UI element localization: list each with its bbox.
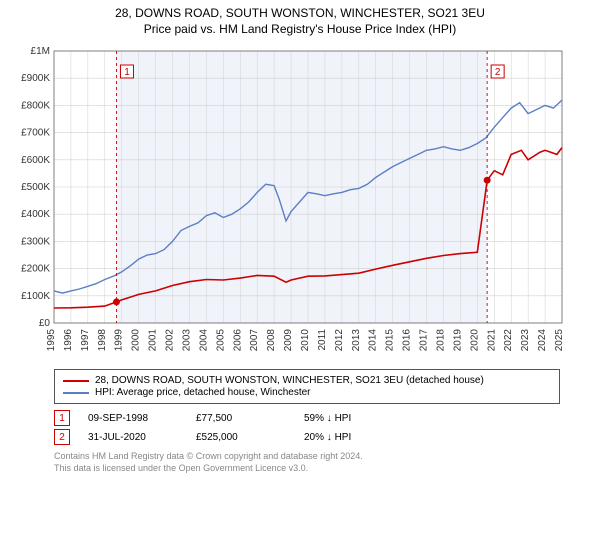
x-tick-label: 2023 xyxy=(520,329,531,352)
y-tick-label: £200K xyxy=(21,264,50,275)
x-tick-label: 2002 xyxy=(165,329,176,352)
legend-label: 28, DOWNS ROAD, SOUTH WONSTON, WINCHESTE… xyxy=(95,375,484,386)
legend-row-1: HPI: Average price, detached house, Winc… xyxy=(63,387,551,398)
x-tick-label: 1999 xyxy=(114,329,125,352)
y-tick-label: £400K xyxy=(21,209,50,220)
marker-badge-label-1: 1 xyxy=(124,67,130,78)
x-tick-label: 2012 xyxy=(334,329,345,352)
legend-label: HPI: Average price, detached house, Winc… xyxy=(95,387,311,398)
x-tick-label: 1996 xyxy=(63,329,74,352)
x-tick-label: 2022 xyxy=(503,329,514,352)
x-tick-label: 2025 xyxy=(554,329,565,352)
x-tick-label: 2011 xyxy=(317,329,328,351)
x-tick-label: 2008 xyxy=(266,329,277,352)
legend-swatch xyxy=(63,392,89,394)
y-tick-label: £800K xyxy=(21,101,50,112)
marker-delta: 20% ↓ HPI xyxy=(304,432,394,443)
x-tick-label: 1995 xyxy=(46,329,57,352)
legend-row-0: 28, DOWNS ROAD, SOUTH WONSTON, WINCHESTE… xyxy=(63,375,551,386)
y-tick-label: £500K xyxy=(21,182,50,193)
marker-row-badge: 1 xyxy=(54,410,70,426)
marker-table: 1 09-SEP-1998 £77,500 59% ↓ HPI 2 31-JUL-2020… xyxy=(54,410,560,445)
x-tick-label: 2016 xyxy=(402,329,413,352)
x-tick-label: 1998 xyxy=(97,329,108,352)
marker-date: 09-SEP-1998 xyxy=(88,413,178,424)
y-tick-label: £900K xyxy=(21,73,50,84)
x-tick-label: 2005 xyxy=(215,329,226,352)
y-tick-label: £700K xyxy=(21,128,50,139)
price-chart: £0 £100K £200K £300K £400K £500K £600K £700K £80… xyxy=(10,43,590,363)
x-tick-label: 2015 xyxy=(385,329,396,352)
y-tick-label: £100K xyxy=(21,291,50,302)
x-tick-label: 2007 xyxy=(249,329,260,352)
marker-row-1: 1 09-SEP-1998 £77,500 59% ↓ HPI xyxy=(54,410,560,426)
legend-swatch xyxy=(63,380,89,382)
title-line-2: Price paid vs. HM Land Registry's House … xyxy=(10,22,590,38)
x-tick-label: 2009 xyxy=(283,329,294,352)
marker-delta: 59% ↓ HPI xyxy=(304,413,394,424)
x-tick-label: 2004 xyxy=(198,329,209,352)
x-tick-label: 2017 xyxy=(419,329,430,352)
marker-date: 31-JUL-2020 xyxy=(88,432,178,443)
marker-row-2: 2 31-JUL-2020 £525,000 20% ↓ HPI xyxy=(54,429,560,445)
x-tick-label: 2003 xyxy=(181,329,192,352)
x-tick-label: 2014 xyxy=(368,329,379,352)
chart-title: 28, DOWNS ROAD, SOUTH WONSTON, WINCHESTE… xyxy=(10,6,590,37)
x-tick-label: 2018 xyxy=(435,329,446,352)
legend: 28, DOWNS ROAD, SOUTH WONSTON, WINCHESTE… xyxy=(54,369,560,404)
x-tick-label: 1997 xyxy=(80,329,91,352)
y-tick-label: £0 xyxy=(39,318,51,329)
footer: Contains HM Land Registry data © Crown c… xyxy=(54,451,560,474)
y-tick-label: £300K xyxy=(21,237,50,248)
title-line-1: 28, DOWNS ROAD, SOUTH WONSTON, WINCHESTE… xyxy=(10,6,590,22)
x-tick-label: 2006 xyxy=(232,329,243,352)
x-tick-label: 2013 xyxy=(351,329,362,352)
footer-line-1: Contains HM Land Registry data © Crown c… xyxy=(54,451,560,463)
x-tick-label: 2021 xyxy=(486,329,497,352)
marker-price: £77,500 xyxy=(196,413,286,424)
marker-row-badge: 2 xyxy=(54,429,70,445)
x-tick-label: 2010 xyxy=(300,329,311,352)
x-tick-label: 2024 xyxy=(537,329,548,352)
y-tick-label: £1M xyxy=(31,46,50,57)
chart-svg: £0 £100K £200K £300K £400K £500K £600K £700K £80… xyxy=(10,43,570,363)
x-tick-label: 2001 xyxy=(148,329,159,352)
marker-badge-label-2: 2 xyxy=(495,67,501,78)
x-tick-label: 2019 xyxy=(452,329,463,352)
footer-line-2: This data is licensed under the Open Gov… xyxy=(54,463,560,475)
x-tick-label: 2000 xyxy=(131,329,142,352)
marker-price: £525,000 xyxy=(196,432,286,443)
x-tick-label: 2020 xyxy=(469,329,480,352)
y-tick-label: £600K xyxy=(21,155,50,166)
